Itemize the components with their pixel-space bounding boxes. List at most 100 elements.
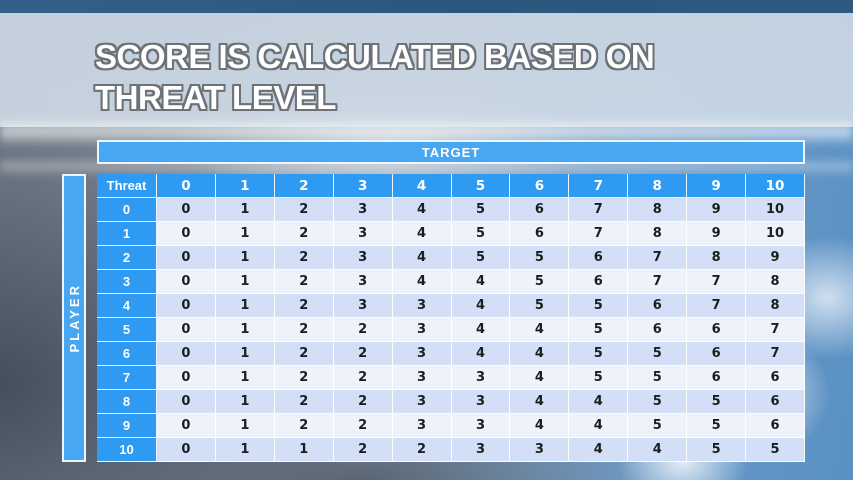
cell-r7-c7: 5	[569, 366, 629, 390]
cell-r5-c6: 4	[510, 318, 570, 342]
cell-r9-c1: 1	[215, 414, 275, 438]
cell-r1-c2: 2	[274, 222, 334, 246]
cell-r7-c1: 1	[215, 366, 275, 390]
cell-r4-c6: 5	[510, 294, 570, 318]
cell-r1-c8: 8	[628, 222, 688, 246]
cell-r1-c3: 3	[333, 222, 393, 246]
row-header-2: 2	[97, 246, 157, 270]
cell-r2-c9: 8	[687, 246, 747, 270]
cell-r10-c10: 5	[746, 438, 805, 462]
cell-r3-c5: 4	[451, 270, 511, 294]
cell-r7-c5: 3	[451, 366, 511, 390]
target-header-bar: TARGET	[97, 140, 805, 164]
cell-r4-c5: 4	[451, 294, 511, 318]
cell-r9-c4: 3	[392, 414, 452, 438]
cell-r8-c6: 4	[510, 390, 570, 414]
row-header-3: 3	[97, 270, 157, 294]
cell-r2-c6: 5	[510, 246, 570, 270]
cell-r6-c2: 2	[274, 342, 334, 366]
col-header-8: 8	[628, 174, 688, 198]
cell-r2-c4: 4	[392, 246, 452, 270]
cell-r3-c8: 7	[628, 270, 688, 294]
cell-r3-c7: 6	[569, 270, 629, 294]
cell-r10-c8: 4	[628, 438, 688, 462]
col-header-1: 1	[215, 174, 275, 198]
row-header-10: 10	[97, 438, 157, 462]
cell-r10-c4: 2	[392, 438, 452, 462]
cell-r0-c10: 10	[746, 198, 805, 222]
cell-r0-c5: 5	[451, 198, 511, 222]
cell-r6-c10: 7	[746, 342, 805, 366]
cell-r8-c1: 1	[215, 390, 275, 414]
row-header-7: 7	[97, 366, 157, 390]
cell-r9-c8: 5	[628, 414, 688, 438]
cell-r2-c0: 0	[157, 246, 216, 270]
cell-r5-c5: 4	[451, 318, 511, 342]
cell-r9-c9: 5	[687, 414, 747, 438]
cell-r4-c3: 3	[333, 294, 393, 318]
cell-r5-c3: 2	[333, 318, 393, 342]
cell-r10-c9: 5	[687, 438, 747, 462]
row-header-0: 0	[97, 198, 157, 222]
cell-r10-c3: 2	[333, 438, 393, 462]
cell-r0-c4: 4	[392, 198, 452, 222]
cell-r6-c8: 5	[628, 342, 688, 366]
cell-r8-c9: 5	[687, 390, 747, 414]
cell-r1-c9: 9	[687, 222, 747, 246]
cell-r2-c3: 3	[333, 246, 393, 270]
cell-r1-c1: 1	[215, 222, 275, 246]
cell-r6-c4: 3	[392, 342, 452, 366]
cell-r7-c10: 6	[746, 366, 805, 390]
cell-r5-c7: 5	[569, 318, 629, 342]
slide-title: SCORE IS CALCULATED BASED ON THREAT LEVE…	[95, 36, 795, 118]
cell-r1-c7: 7	[569, 222, 629, 246]
cell-r1-c6: 6	[510, 222, 570, 246]
cell-r2-c1: 1	[215, 246, 275, 270]
cell-r3-c1: 1	[215, 270, 275, 294]
col-header-9: 9	[687, 174, 747, 198]
slide-title-line2: THREAT LEVEL	[95, 79, 336, 116]
target-label: TARGET	[421, 144, 481, 160]
title-band	[0, 13, 853, 127]
cell-r9-c6: 4	[510, 414, 570, 438]
cell-r1-c4: 4	[392, 222, 452, 246]
col-header-6: 6	[510, 174, 570, 198]
cell-r5-c8: 6	[628, 318, 688, 342]
cell-r2-c2: 2	[274, 246, 334, 270]
cell-r3-c9: 7	[687, 270, 747, 294]
cell-r10-c5: 3	[451, 438, 511, 462]
cell-r4-c9: 7	[687, 294, 747, 318]
row-header-9: 9	[97, 414, 157, 438]
row-header-4: 4	[97, 294, 157, 318]
player-header-bar: PLAYER	[62, 174, 86, 462]
cell-r4-c10: 8	[746, 294, 805, 318]
cell-r0-c7: 7	[569, 198, 629, 222]
row-header-8: 8	[97, 390, 157, 414]
col-header-5: 5	[451, 174, 511, 198]
score-table: Threat 0 1 2 3 4 5 6 7 8 9 10 0 0 1 2 3 4 5 6 7 8 9 10 1 0 1 2 3 4 5 6 7…	[97, 174, 805, 462]
cell-r9-c0: 0	[157, 414, 216, 438]
col-header-7: 7	[569, 174, 629, 198]
cell-r7-c8: 5	[628, 366, 688, 390]
cell-r6-c3: 2	[333, 342, 393, 366]
cell-r3-c10: 8	[746, 270, 805, 294]
cell-r10-c0: 0	[157, 438, 216, 462]
cell-r8-c3: 2	[333, 390, 393, 414]
cell-r3-c3: 3	[333, 270, 393, 294]
cell-r4-c8: 6	[628, 294, 688, 318]
cell-r10-c6: 3	[510, 438, 570, 462]
cell-r7-c2: 2	[274, 366, 334, 390]
cell-r8-c2: 2	[274, 390, 334, 414]
cell-r5-c2: 2	[274, 318, 334, 342]
cell-r5-c4: 3	[392, 318, 452, 342]
cell-r4-c2: 2	[274, 294, 334, 318]
cell-r5-c9: 6	[687, 318, 747, 342]
col-header-10: 10	[746, 174, 805, 198]
cell-r3-c4: 4	[392, 270, 452, 294]
cell-r7-c4: 3	[392, 366, 452, 390]
cell-r9-c7: 4	[569, 414, 629, 438]
cell-r8-c8: 5	[628, 390, 688, 414]
cell-r6-c5: 4	[451, 342, 511, 366]
cell-r7-c9: 6	[687, 366, 747, 390]
